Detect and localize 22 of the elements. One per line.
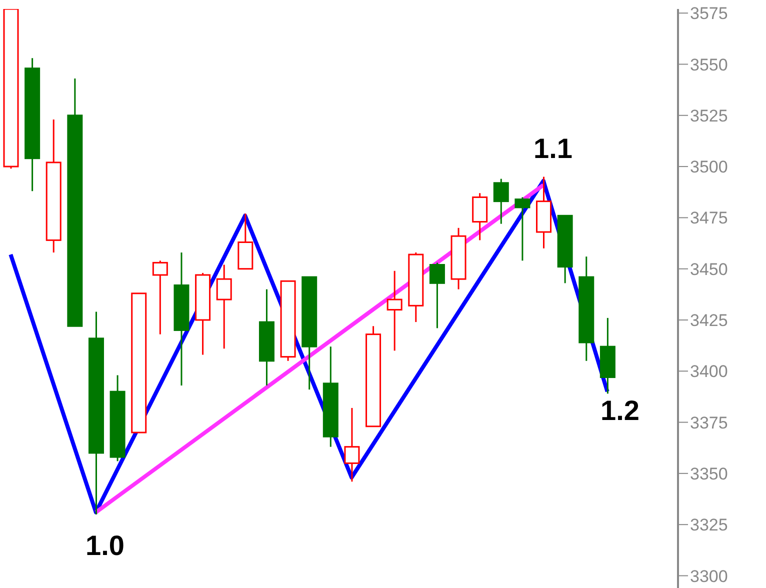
candlestick	[514, 196, 530, 262]
candlestick	[152, 260, 168, 336]
y-tick-label: 3325	[690, 516, 728, 535]
y-tick-label: 3350	[690, 464, 728, 484]
y-tick-label: 3525	[690, 106, 728, 126]
candlestick	[216, 264, 232, 350]
candlestick	[493, 178, 509, 225]
candlestick	[429, 262, 445, 329]
y-tick-label: 3475	[690, 208, 728, 228]
candlestick	[344, 407, 360, 482]
y-tick-label: 3450	[690, 260, 728, 279]
annotation: 1.0	[86, 530, 124, 561]
y-tick-label: 3550	[690, 55, 728, 74]
y-tick-label: 3500	[690, 158, 728, 177]
candlestick	[386, 270, 402, 352]
annotation: 1.1	[534, 133, 572, 164]
annotation: 1.2	[600, 395, 640, 426]
y-tick-label: 3425	[690, 311, 728, 330]
y-tick-label: 3375	[690, 413, 728, 432]
y-tick-label: 3400	[690, 362, 728, 382]
y-tick-label: 3575	[690, 4, 728, 24]
y-tick-label: 3300	[690, 566, 728, 586]
